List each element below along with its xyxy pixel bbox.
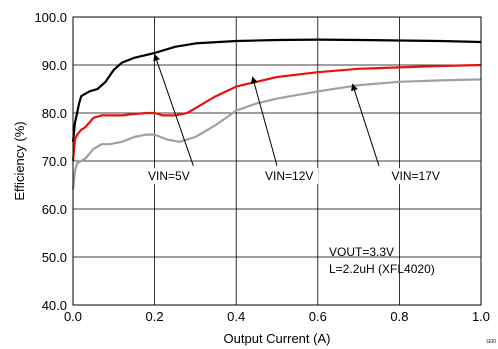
annotation-label-bg xyxy=(386,168,445,185)
corner-label: G00 xyxy=(487,339,497,345)
y-tick-label: 40.0 xyxy=(42,298,67,313)
x-tick-label: 0.4 xyxy=(227,309,245,324)
y-tick-label: 50.0 xyxy=(42,250,67,265)
series-layer xyxy=(71,38,482,190)
series-line-1 xyxy=(71,38,482,142)
annotation-label-3: VIN=17V xyxy=(392,169,440,183)
x-tick-label: 0.8 xyxy=(390,309,408,324)
annotation-label-bg xyxy=(260,168,319,185)
annotation-label-1: VIN=5V xyxy=(148,169,190,183)
x-tick-label: 1.0 xyxy=(472,309,490,324)
y-tick-label: 90.0 xyxy=(42,58,67,73)
annotation-label-bg xyxy=(143,168,195,185)
y-axis-title: Efficiency (%) xyxy=(12,121,27,200)
x-axis-title: Output Current (A) xyxy=(224,331,331,346)
note-inductor: L=2.2uH (XFL4020) xyxy=(329,262,435,276)
annotation-label-2: VIN=12V xyxy=(265,169,313,183)
annotation-arrow-3 xyxy=(351,83,380,166)
x-tick-label: 0.0 xyxy=(64,309,82,324)
tick-labels: 0.0 0.2 0.4 0.6 0.8 1.0 40.0 50.0 60.0 70.0 80.0 90… xyxy=(34,10,490,324)
x-tick-label: 0.6 xyxy=(309,309,327,324)
y-tick-label: 60.0 xyxy=(42,202,67,217)
y-tick-label: 100.0 xyxy=(34,10,67,25)
plot-frame xyxy=(72,16,482,306)
note-vout: VOUT=3.3V xyxy=(329,245,394,259)
series-line-3 xyxy=(71,78,482,190)
grid-lines xyxy=(72,16,482,306)
x-tick-label: 0.2 xyxy=(146,309,164,324)
y-tick-label: 80.0 xyxy=(42,106,67,121)
annotation-layer: VIN=5V VIN=12V VIN=17V xyxy=(143,53,445,185)
annotation-arrow-1 xyxy=(153,53,194,166)
y-tick-label: 70.0 xyxy=(42,154,67,169)
series-line-2 xyxy=(71,63,482,162)
annotation-arrow-2 xyxy=(250,76,278,166)
